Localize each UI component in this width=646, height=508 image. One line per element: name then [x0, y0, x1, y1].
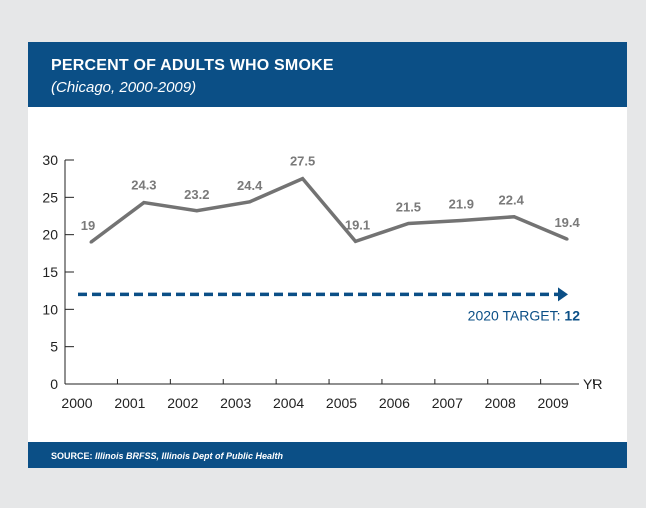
y-tick-label: 0 [50, 376, 58, 392]
chart-header: PERCENT OF ADULTS WHO SMOKE (Chicago, 20… [28, 42, 627, 107]
target-label: 2020 TARGET: 12 [468, 307, 581, 323]
y-tick-label: 20 [42, 227, 58, 243]
line-chart: 0 5 10 15 20 25 30 2000 2001 2002 2003 2004 2005 2006… [42, 152, 602, 411]
data-point [512, 215, 516, 219]
x-tick-label: 2005 [326, 395, 357, 411]
x-tick-label: 2008 [485, 395, 516, 411]
data-label: 19.4 [554, 215, 580, 230]
data-point [89, 240, 93, 244]
data-label: 21.5 [396, 199, 421, 214]
series-line [89, 176, 568, 244]
data-point [354, 239, 357, 243]
x-tick-label: 2006 [379, 395, 410, 411]
chart-title: PERCENT OF ADULTS WHO SMOKE [51, 57, 334, 74]
chart-card: PERCENT OF ADULTS WHO SMOKE (Chicago, 20… [28, 42, 627, 468]
data-label: 22.4 [499, 193, 525, 208]
data-point [142, 201, 146, 205]
target-value: 12 [564, 307, 580, 323]
y-tick-label: 10 [42, 301, 58, 317]
data-point [195, 209, 199, 213]
x-axis-label: YR [583, 376, 602, 392]
data-point [459, 218, 463, 222]
x-tick-label: 2004 [273, 395, 304, 411]
y-tick-label: 25 [42, 189, 58, 205]
data-label: 24.4 [237, 178, 263, 193]
target-label-text: 2020 TARGET: [468, 307, 565, 323]
source-footer: SOURCE: Illinois BRFSS, Illinois Dept of… [28, 442, 627, 468]
data-label: 19.1 [345, 217, 370, 232]
source-text: Illinois BRFSS, Illinois Dept of Public … [95, 451, 284, 461]
data-label: 21.9 [449, 196, 474, 211]
data-point [406, 221, 410, 225]
x-tick-label: 2009 [538, 395, 569, 411]
chart-subtitle: (Chicago, 2000-2009) [51, 79, 197, 96]
data-label: 27.5 [290, 154, 315, 169]
x-tick-label: 2002 [167, 395, 198, 411]
data-label: 24.3 [131, 178, 156, 193]
y-tick-label: 15 [42, 264, 58, 280]
data-label: 19 [81, 218, 95, 233]
y-tick-label: 5 [50, 339, 58, 355]
target-arrow-icon [558, 287, 568, 302]
x-tick-label: 2001 [114, 395, 145, 411]
data-point [301, 177, 305, 181]
source-label: SOURCE: [51, 451, 93, 461]
y-tick-label: 30 [42, 152, 58, 168]
x-tick-label: 2000 [61, 395, 92, 411]
x-tick-label: 2003 [220, 395, 251, 411]
data-point [565, 237, 569, 241]
data-label: 23.2 [184, 187, 209, 202]
x-tick-label: 2007 [432, 395, 463, 411]
data-point [248, 200, 252, 204]
